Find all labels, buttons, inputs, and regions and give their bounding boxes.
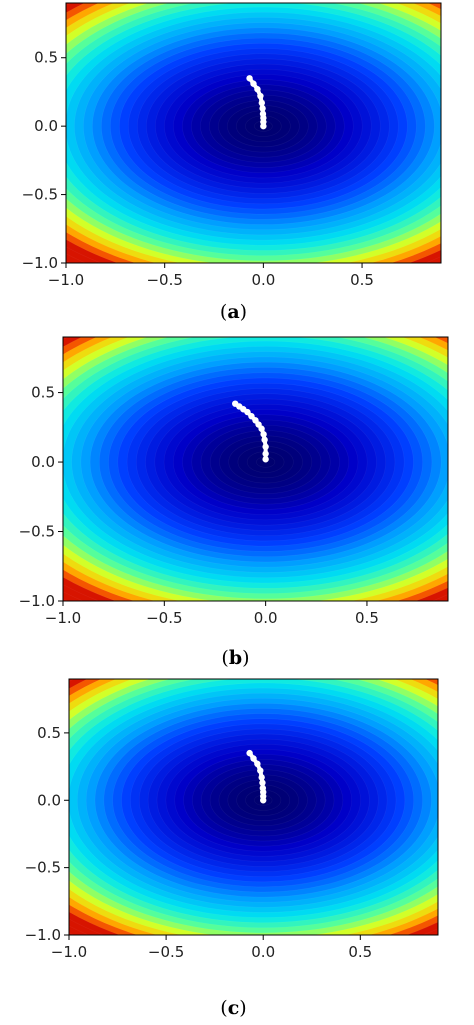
trajectory-point	[248, 413, 255, 420]
y-tick-label: 0.5	[34, 49, 58, 67]
x-tick-label: 0.0	[254, 609, 278, 627]
y-tick-label: 0.5	[31, 384, 55, 402]
panel-b: −1.0 −0.5 0.0 0.5 −1.0 −0.5 0.0 0.5 (b)	[19, 336, 449, 669]
trajectory-point	[250, 80, 257, 87]
trajectory-point	[254, 760, 261, 768]
contour-plot	[66, 3, 441, 263]
panel-caption-letter: c	[228, 997, 240, 1019]
panel-caption: (b)	[221, 647, 249, 669]
y-tick-label: −0.5	[19, 523, 55, 541]
y-tick-label: −1.0	[25, 926, 61, 944]
x-tick-label: −1.0	[51, 943, 87, 961]
trajectory-point	[260, 431, 267, 438]
y-tick-label: 0.0	[31, 453, 55, 471]
y-tick-label: −0.5	[22, 186, 58, 204]
trajectory-point	[262, 456, 269, 463]
y-tick-label: −0.5	[25, 859, 61, 877]
trajectory-point	[258, 425, 265, 432]
trajectory-point	[254, 86, 261, 93]
panel-caption-letter: a	[227, 301, 239, 323]
x-tick-label: 0.0	[251, 271, 275, 289]
x-tick-label: 0.5	[355, 609, 379, 627]
axes-frame	[65, 2, 442, 264]
trajectory-point	[244, 408, 251, 416]
trajectory-point	[259, 779, 266, 786]
y-tick-label: −1.0	[19, 592, 55, 610]
trajectory-point	[262, 450, 269, 457]
y-tick-label: 0.0	[37, 791, 61, 809]
axes-frame	[62, 336, 449, 602]
panel-caption: (c)	[220, 997, 246, 1019]
trajectory-point	[258, 99, 265, 107]
trajectory-point	[258, 774, 265, 781]
x-tick-label: 0.5	[350, 271, 374, 289]
trajectory-point	[257, 767, 264, 774]
x-tick-label: 0.0	[251, 943, 275, 961]
contour-plot	[63, 337, 448, 601]
x-tick-label: 0.5	[348, 943, 372, 961]
axes-frame	[68, 678, 439, 936]
panel-a: −1.0 −0.5 0.0 0.5 −1.0 −0.5 0.0 0.5 (a)	[22, 2, 442, 323]
trajectory-point	[260, 797, 267, 804]
x-tick-label: −0.5	[146, 271, 182, 289]
y-tick-label: 0.5	[37, 724, 61, 742]
x-tick-label: −1.0	[48, 271, 84, 289]
contour-plot	[69, 679, 438, 935]
x-tick-label: −0.5	[148, 943, 184, 961]
trajectory-point	[261, 436, 268, 444]
y-tick-label: −1.0	[22, 254, 58, 272]
panel-caption: (a)	[220, 301, 247, 323]
panel-caption-letter: b	[229, 647, 242, 669]
y-tick-label: 0.0	[34, 117, 58, 135]
trajectory-point	[259, 105, 266, 112]
trajectory-point	[260, 122, 267, 130]
trajectory-point	[262, 443, 269, 450]
x-tick-label: −1.0	[45, 609, 81, 627]
trajectory-point	[250, 755, 257, 762]
trajectory-point	[246, 75, 253, 82]
x-tick-label: −0.5	[146, 609, 182, 627]
trajectory-point	[257, 92, 264, 100]
trajectory-point	[246, 749, 253, 757]
panel-c: −1.0 −0.5 0.0 0.5 −1.0 −0.5 0.0 0.5 (c)	[25, 678, 439, 1019]
